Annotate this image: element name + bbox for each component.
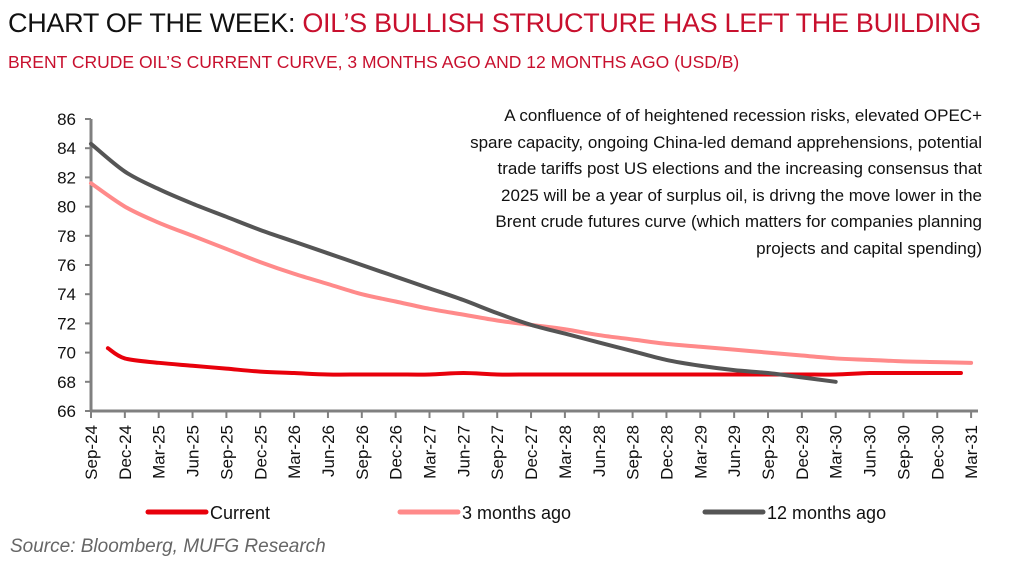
- x-tick-label: Jun-30: [861, 425, 880, 477]
- x-tick-label: Mar-25: [150, 425, 169, 479]
- x-tick-label: Mar-31: [962, 425, 981, 479]
- series-line-current: [105, 346, 963, 377]
- x-tick-label: Sep-30: [894, 425, 913, 480]
- x-tick-label: Sep-24: [82, 425, 101, 480]
- legend-label: 3 months ago: [462, 503, 571, 523]
- x-tick-label: Dec-26: [387, 425, 406, 480]
- x-tick-label: Jun-27: [454, 425, 473, 477]
- y-tick-label: 86: [57, 110, 76, 129]
- y-tick-label: 84: [57, 139, 76, 158]
- x-tick-label: Mar-30: [827, 425, 846, 479]
- y-tick-label: 78: [57, 227, 76, 246]
- x-tick-label: Jun-28: [590, 425, 609, 477]
- x-tick-label: Mar-28: [556, 425, 575, 479]
- y-tick-label: 66: [57, 402, 76, 421]
- x-tick-label: Dec-27: [522, 425, 541, 480]
- title-lead: CHART OF THE WEEK:: [8, 8, 303, 38]
- y-tick-label: 74: [57, 285, 76, 304]
- y-tick-label: 70: [57, 344, 76, 363]
- series-line-12-months-ago: [89, 141, 838, 384]
- chart-subtitle: BRENT CRUDE OIL’S CURRENT CURVE, 3 MONTH…: [8, 52, 740, 72]
- legend-label: 12 months ago: [767, 503, 886, 523]
- x-tick-label: Dec-24: [116, 425, 135, 480]
- y-tick-label: 80: [57, 198, 76, 217]
- legend-label: Current: [210, 503, 270, 523]
- x-tick-label: Sep-25: [217, 425, 236, 480]
- chart-title: CHART OF THE WEEK: OIL’S BULLISH STRUCTU…: [8, 8, 981, 39]
- source-note: Source: Bloomberg, MUFG Research: [10, 536, 326, 557]
- chart-annotation: A confluence of of heightened recession …: [470, 106, 982, 258]
- x-tick-label: Dec-30: [928, 425, 947, 480]
- x-tick-label: Sep-26: [353, 425, 372, 480]
- x-tick-label: Dec-25: [251, 425, 270, 480]
- x-tick-label: Mar-29: [691, 425, 710, 479]
- y-tick-label: 76: [57, 256, 76, 275]
- x-tick-label: Sep-29: [759, 425, 778, 480]
- x-tick-label: Jun-29: [725, 425, 744, 477]
- x-tick-label: Sep-28: [624, 425, 643, 480]
- x-tick-label: Jun-26: [319, 425, 338, 477]
- title-rest: OIL’S BULLISH STRUCTURE HAS LEFT THE BUI…: [302, 8, 982, 38]
- x-tick-label: Dec-28: [657, 425, 676, 480]
- x-tick-label: Dec-29: [793, 425, 812, 480]
- x-tick-label: Sep-27: [488, 425, 507, 480]
- y-tick-label: 72: [57, 314, 76, 333]
- x-tick-label: Mar-27: [421, 425, 440, 479]
- y-tick-label: 68: [57, 373, 76, 392]
- x-tick-label: Mar-26: [285, 425, 304, 479]
- y-tick-label: 82: [57, 168, 76, 187]
- x-tick-label: Jun-25: [184, 425, 203, 477]
